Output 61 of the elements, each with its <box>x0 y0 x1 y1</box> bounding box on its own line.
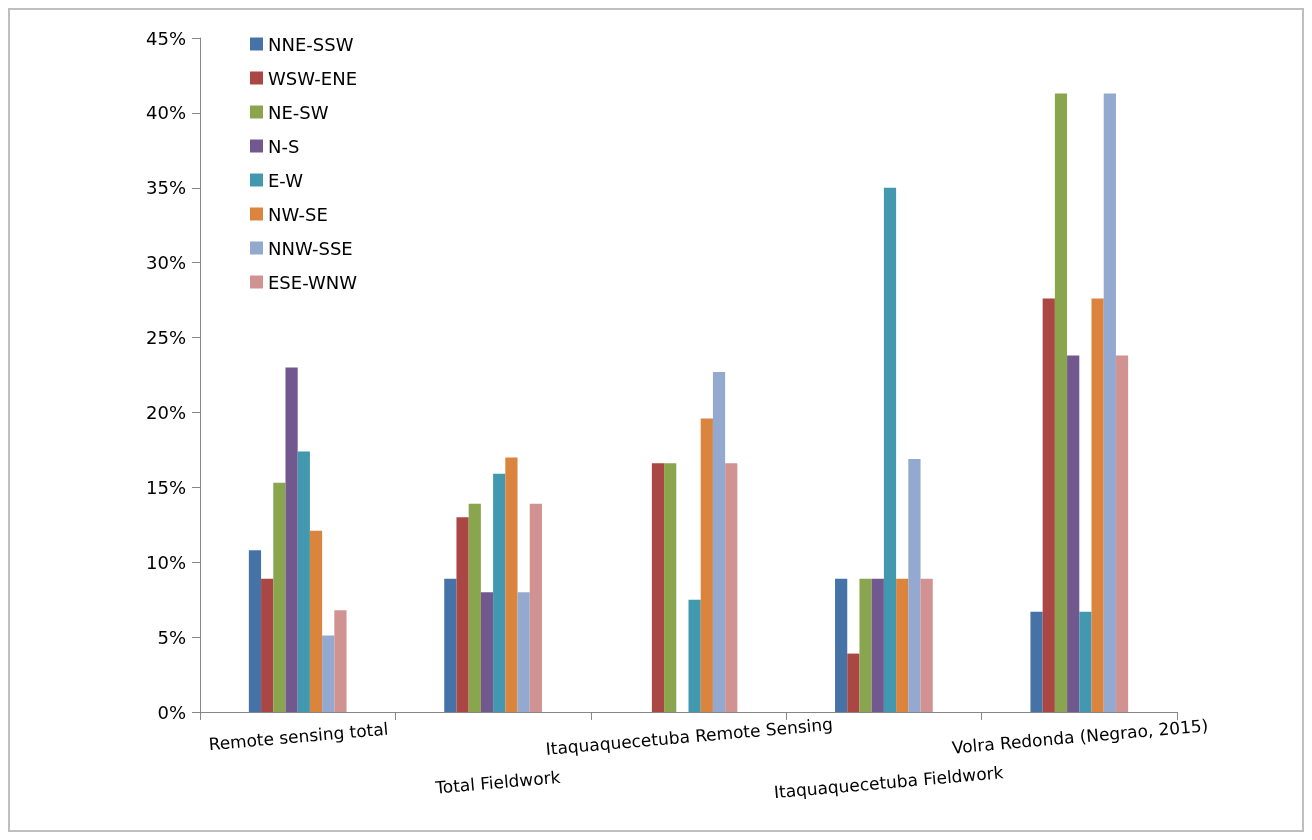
legend-label: NE-SW <box>268 101 329 123</box>
bar <box>444 578 457 712</box>
y-tick-label: 0% <box>157 701 186 723</box>
y-tick-label: 35% <box>145 177 186 199</box>
legend-label: NW-SE <box>268 203 328 225</box>
bar <box>309 530 323 712</box>
legend-label: N-S <box>268 135 300 157</box>
y-tick-label: 25% <box>145 327 186 349</box>
bar <box>651 463 665 712</box>
y-tick-label: 30% <box>145 252 186 274</box>
bar <box>273 482 286 712</box>
bar <box>505 457 518 712</box>
x-tick-label: Total Fieldwork <box>433 766 562 798</box>
bar <box>1042 298 1055 712</box>
bar <box>456 517 469 712</box>
legend-label: NNE-SSW <box>268 33 354 55</box>
bar <box>529 503 542 712</box>
y-tick-label: 20% <box>145 401 186 423</box>
legend-label: NNW-SSE <box>268 237 353 259</box>
y-tick-label: 5% <box>157 626 186 648</box>
x-tick-label: Itaquaquecetuba Fieldwork <box>773 762 1005 803</box>
bar <box>297 451 310 712</box>
x-tick-label: Volra Redonda (Negrao, 2015) <box>951 715 1210 758</box>
bar <box>468 503 481 712</box>
bar <box>664 463 677 712</box>
bar <box>493 473 506 712</box>
bar <box>285 367 298 712</box>
bar <box>1091 298 1104 712</box>
x-tick-label: Remote sensing total <box>207 718 390 755</box>
bar <box>1067 355 1080 712</box>
bar <box>700 418 713 712</box>
bar <box>334 610 347 712</box>
bar <box>248 550 262 712</box>
legend-label: WSW-ENE <box>268 67 357 89</box>
bar <box>1115 355 1129 712</box>
bar <box>322 635 335 712</box>
bar <box>871 578 884 712</box>
bar <box>261 578 274 712</box>
bar <box>835 578 848 712</box>
y-tick-label: 15% <box>145 476 186 498</box>
bar <box>1103 93 1116 712</box>
y-tick-label: 45% <box>145 27 186 49</box>
bar <box>1079 611 1092 712</box>
x-tick-label: Itaquaquecetuba Remote Sensing <box>544 713 834 759</box>
bar <box>688 599 701 712</box>
bar <box>1054 93 1068 712</box>
bar <box>896 578 909 712</box>
bar <box>883 187 897 712</box>
bar <box>847 653 860 712</box>
bar <box>920 578 933 712</box>
bar <box>712 372 726 712</box>
legend-label: ESE-WNW <box>268 271 358 293</box>
y-tick-label: 10% <box>145 551 186 573</box>
bar <box>480 592 494 712</box>
bar <box>859 578 872 712</box>
bar <box>517 592 530 712</box>
bar <box>1030 611 1043 712</box>
y-tick-label: 40% <box>145 102 186 124</box>
bar <box>725 463 738 712</box>
legend-label: E-W <box>268 169 304 191</box>
bar <box>908 458 921 712</box>
